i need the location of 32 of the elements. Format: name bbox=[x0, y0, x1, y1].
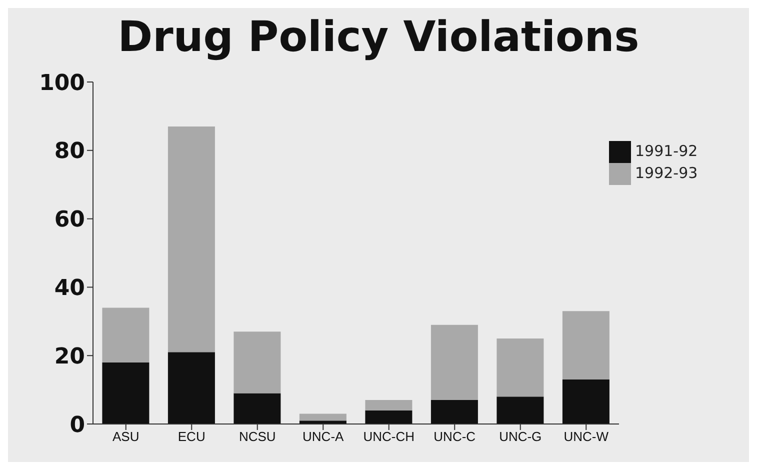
bar bbox=[562, 311, 610, 380]
x-tick-label: ECU bbox=[178, 429, 206, 444]
bar bbox=[496, 338, 544, 397]
bar bbox=[168, 126, 215, 352]
bar bbox=[102, 308, 150, 362]
bar bbox=[234, 332, 281, 394]
y-tick-label: 60 bbox=[54, 208, 85, 233]
legend-label: 1991-92 bbox=[635, 142, 698, 160]
y-tick-label: 80 bbox=[54, 139, 85, 164]
x-tick-label: UNC-G bbox=[499, 429, 542, 444]
bar bbox=[299, 414, 346, 421]
legend-label: 1992-93 bbox=[635, 164, 698, 182]
bar bbox=[234, 393, 281, 424]
y-tick-label: 0 bbox=[70, 412, 85, 438]
bar bbox=[365, 400, 412, 410]
x-tick-label: UNC-W bbox=[564, 429, 610, 444]
bar bbox=[562, 380, 610, 424]
x-tick-label: NCSU bbox=[238, 429, 276, 444]
bar bbox=[430, 324, 478, 400]
bar bbox=[102, 362, 150, 424]
bar bbox=[496, 396, 544, 424]
x-tick-label: UNC-C bbox=[434, 429, 476, 444]
bar bbox=[365, 410, 412, 424]
x-tick-label: UNC-CH bbox=[363, 429, 415, 444]
y-tick-label: 20 bbox=[54, 344, 85, 370]
bar bbox=[430, 400, 478, 424]
x-tick-label: ASU bbox=[112, 429, 140, 444]
bar bbox=[168, 352, 215, 424]
y-tick-label: 100 bbox=[39, 70, 85, 96]
y-tick-label: 40 bbox=[54, 276, 85, 302]
chart-title: Drug Policy Violations bbox=[116, 11, 640, 63]
x-tick-label: UNC-A bbox=[302, 429, 344, 444]
